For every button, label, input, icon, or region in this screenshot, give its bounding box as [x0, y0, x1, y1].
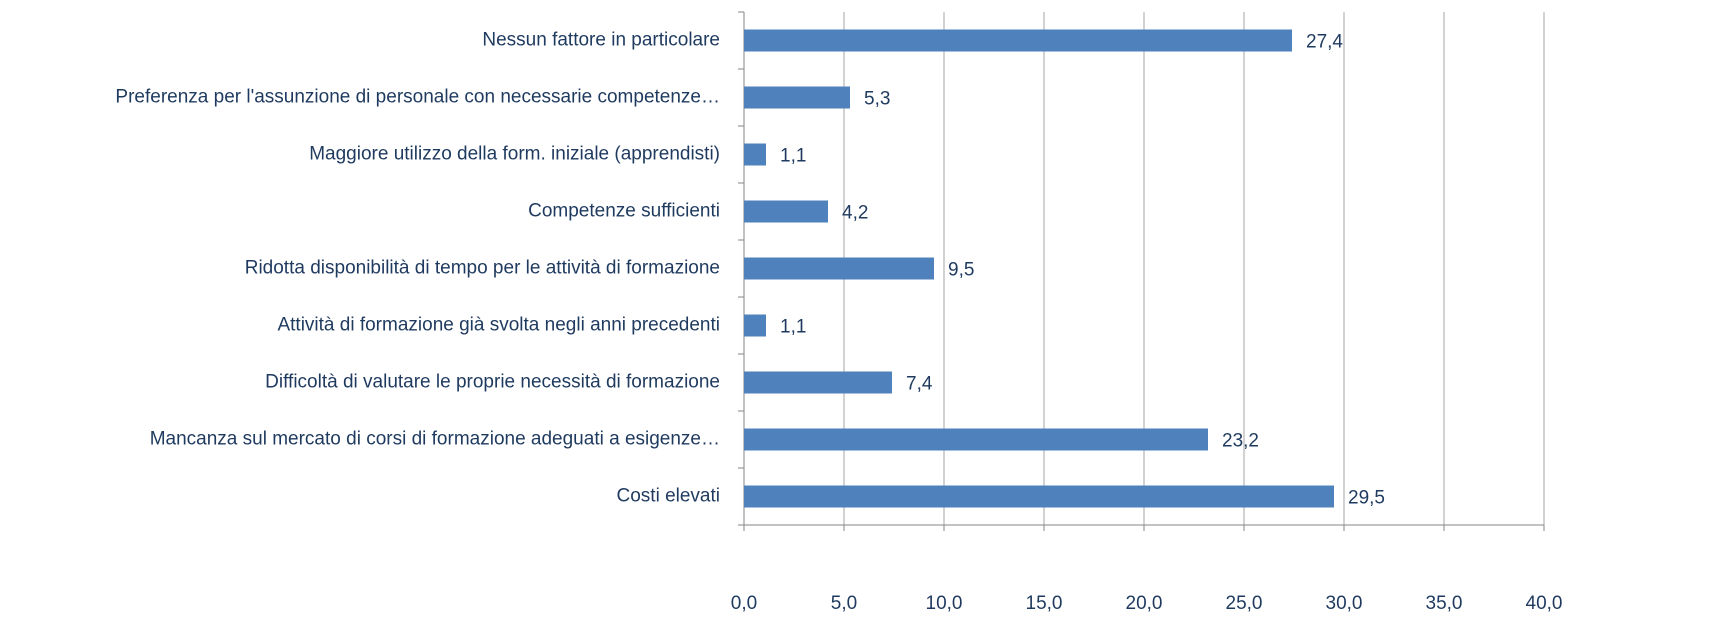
x-tick-label: 25,0 [1226, 593, 1263, 614]
category-label: Ridotta disponibilità di tempo per le at… [245, 258, 720, 279]
x-tick-label: 35,0 [1426, 593, 1463, 614]
value-label: 9,5 [948, 260, 974, 281]
x-tick-label: 0,0 [731, 593, 757, 614]
category-label: Mancanza sul mercato di corsi di formazi… [150, 429, 720, 450]
bar [744, 314, 766, 337]
category-label: Attività di formazione già svolta negli … [277, 315, 720, 336]
value-label: 1,1 [780, 146, 806, 167]
value-label: 23,2 [1222, 431, 1259, 452]
value-label: 27,4 [1306, 32, 1343, 53]
bar [744, 257, 934, 280]
value-label: 7,4 [906, 374, 933, 395]
category-label: Preferenza per l'assunzione di personale… [115, 87, 720, 108]
value-label: 5,3 [864, 89, 890, 110]
value-label: 4,2 [842, 203, 868, 224]
value-label: 1,1 [780, 317, 806, 338]
x-tick-label: 30,0 [1326, 593, 1363, 614]
category-label: Difficoltà di valutare le proprie necess… [265, 372, 720, 393]
x-tick-label: 20,0 [1126, 593, 1163, 614]
category-label: Maggiore utilizzo della form. iniziale (… [309, 144, 720, 165]
category-label: Competenze sufficienti [528, 201, 720, 222]
x-tick-label: 15,0 [1026, 593, 1063, 614]
bar [744, 200, 828, 223]
bar [744, 86, 850, 109]
bar [744, 371, 892, 394]
bar [744, 29, 1292, 52]
category-label: Nessun fattore in particolare [482, 30, 720, 51]
bar [744, 485, 1334, 508]
bar [744, 143, 766, 166]
x-tick-label: 10,0 [926, 593, 963, 614]
x-tick-label: 40,0 [1526, 593, 1563, 614]
bar [744, 428, 1208, 451]
x-tick-label: 5,0 [831, 593, 857, 614]
value-label: 29,5 [1348, 488, 1385, 509]
category-label: Costi elevati [617, 486, 721, 507]
